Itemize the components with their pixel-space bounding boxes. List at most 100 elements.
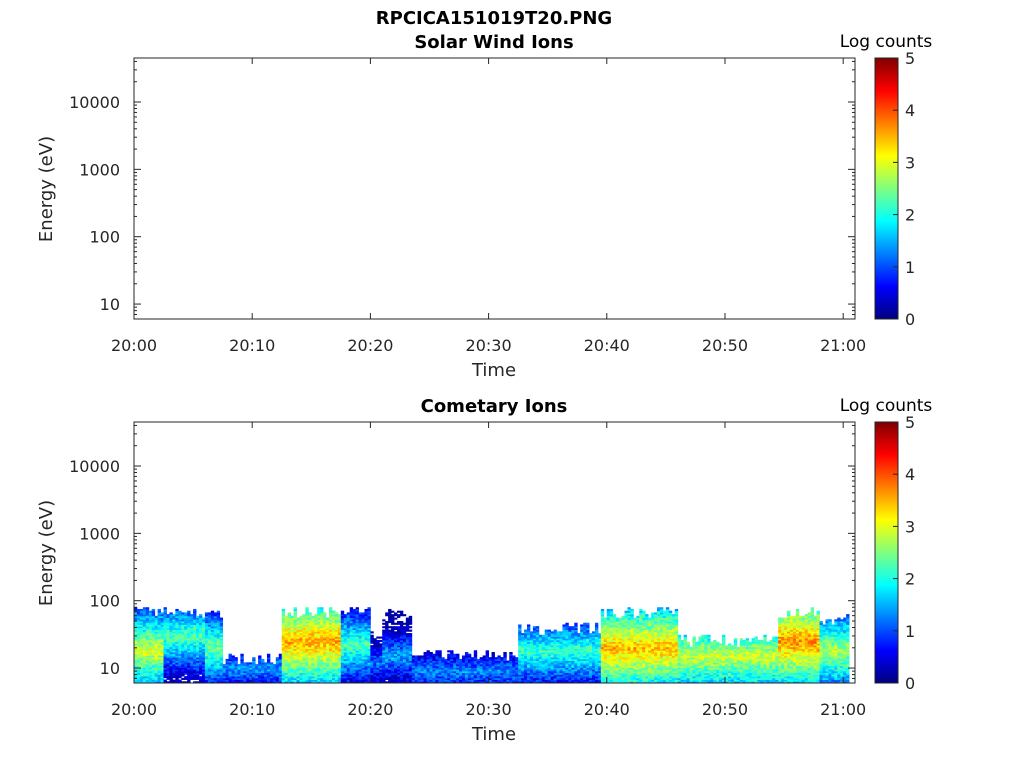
solar-wind-plot-frame (134, 58, 855, 319)
spectrogram-cell (279, 654, 282, 656)
spectrogram-cell (308, 612, 311, 614)
spectrogram-cell (583, 623, 586, 625)
spectrogram-cell (468, 654, 471, 656)
spectrogram-cell (379, 640, 382, 642)
spectrogram-cell (539, 635, 542, 637)
spectrogram-cell (394, 612, 397, 614)
spectrogram-cell (382, 623, 385, 625)
spectrogram-cell (533, 626, 536, 628)
spectrogram-cell (421, 655, 424, 657)
spectrogram-cell (143, 607, 146, 609)
spectrogram-cell (332, 611, 335, 613)
spectrogram-cell (527, 624, 530, 626)
spectrogram-cell (429, 652, 432, 654)
spectrogram-cell (418, 655, 421, 657)
spectrogram-cell (406, 633, 409, 635)
spectrogram-cell (140, 609, 143, 611)
spectrogram-cell (557, 631, 560, 633)
spectrogram-cell (382, 630, 385, 632)
spectrogram-cell (388, 626, 391, 628)
spectrogram-cell (409, 616, 412, 618)
spectrogram-cell (571, 626, 574, 628)
spectrogram-cell (178, 680, 181, 682)
spectrogram-cell (299, 616, 302, 618)
spectrogram-cell (441, 657, 444, 659)
spectrogram-cell (560, 631, 563, 633)
spectrogram-cell (175, 609, 178, 611)
spectrogram-cell (149, 611, 152, 613)
spectrogram-cell (305, 607, 308, 609)
spectrogram-cell (601, 609, 604, 611)
spectrogram-cell (282, 609, 285, 611)
spectrogram-cell (474, 650, 477, 652)
x-tick-label: 20:50 (702, 336, 748, 355)
spectrogram-cell (477, 659, 480, 661)
spectrogram-cell (199, 614, 202, 616)
spectrogram-cell (397, 626, 400, 628)
spectrogram-cell (258, 655, 261, 657)
spectrogram-cell (164, 680, 167, 682)
spectrogram-cell (565, 623, 568, 625)
spectrogram-cell (205, 612, 208, 614)
spectrogram-cell (187, 611, 190, 613)
y-tick-label: 10000 (69, 93, 120, 112)
spectrogram-cell (320, 607, 323, 609)
spectrogram-cell (208, 612, 211, 614)
spectrogram-cell (285, 616, 288, 618)
y-tick-label: 1000 (79, 160, 120, 179)
spectrogram-cell (409, 630, 412, 632)
spectrogram-cell (288, 612, 291, 614)
spectrogram-cell (338, 614, 341, 616)
spectrogram-cell (270, 662, 273, 664)
spectrogram-cell (273, 664, 276, 666)
spectrogram-cell (598, 633, 601, 635)
spectrogram-cell (506, 661, 509, 663)
spectrogram-cell (444, 659, 447, 661)
x-tick-label: 20:30 (466, 336, 512, 355)
spectrogram-cell (146, 607, 149, 609)
spectrogram-cell (562, 624, 565, 626)
spectrogram-cell (610, 609, 613, 611)
spectrogram-cell (211, 611, 214, 613)
spectrogram-cell (161, 612, 164, 614)
spectrogram-cell (397, 621, 400, 623)
spectrogram-cell (344, 614, 347, 616)
spectrogram-cell (335, 612, 338, 614)
spectrogram-cell (137, 609, 140, 611)
spectrogram-cell (391, 611, 394, 613)
spectrogram-cell (382, 626, 385, 628)
spectrogram-cell (595, 623, 598, 625)
spectrogram-cell (427, 650, 430, 652)
spectrogram-cell (193, 609, 196, 611)
spectrogram-cell (181, 678, 184, 680)
spectrogram-cell (356, 607, 359, 609)
spectrogram-cell (447, 650, 450, 652)
spectrogram-cell (232, 655, 235, 657)
spectrogram-cell (462, 655, 465, 657)
spectrogram-cell (264, 662, 267, 664)
x-tick-label: 20:20 (347, 336, 393, 355)
spectrogram-cell (459, 659, 462, 661)
spectrogram-cell (409, 633, 412, 635)
spectrogram-cell (524, 630, 527, 632)
spectrogram-cell (353, 609, 356, 611)
spectrogram-cell (326, 618, 329, 620)
spectrogram-cell (178, 611, 181, 613)
spectrogram-cell (347, 612, 350, 614)
spectrogram-cell (456, 654, 459, 656)
spectrogram-cell (403, 623, 406, 625)
spectrogram-cell (438, 650, 441, 652)
spectrogram-cell (214, 612, 217, 614)
spectrogram-cell (385, 621, 388, 623)
spectrogram-cell (412, 655, 415, 657)
spectrogram-cell (406, 618, 409, 620)
spectrogram-cell (311, 616, 314, 618)
spectrogram-cell (255, 664, 258, 666)
spectrogram-cell (252, 657, 255, 659)
spectrogram-cell (373, 638, 376, 640)
spectrogram-cell (226, 659, 229, 661)
y-tick-label: 10 (100, 295, 120, 314)
spectrogram-cell (184, 676, 187, 678)
